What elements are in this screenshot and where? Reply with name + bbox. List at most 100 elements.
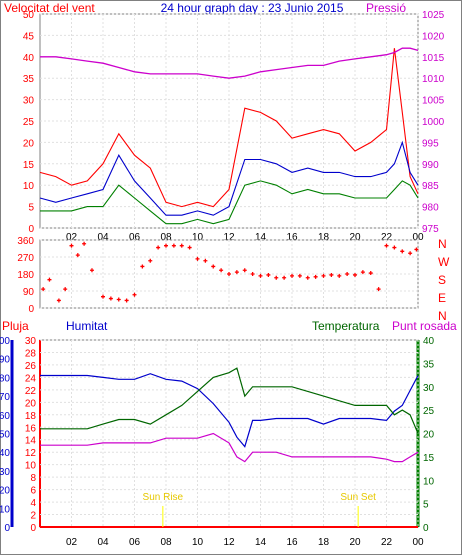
direction-point bbox=[376, 287, 381, 292]
direction-point bbox=[282, 275, 287, 280]
wind-tick-label: 0 bbox=[28, 224, 34, 235]
temperature-tick-label: 10 bbox=[423, 476, 435, 487]
sun-event-label: Sun Rise bbox=[143, 492, 184, 503]
humidity-x-tick-label: 06 bbox=[129, 537, 141, 548]
direction-point bbox=[140, 264, 145, 269]
wind-speed-label: Velocitat del vent bbox=[4, 1, 95, 15]
rain-tick-label: 24 bbox=[25, 373, 37, 384]
humidity-tick-label: 50 bbox=[0, 430, 10, 441]
rain-tick-label: 0 bbox=[30, 523, 36, 534]
rain-tick-label: 18 bbox=[25, 411, 37, 422]
direction-point bbox=[187, 245, 192, 250]
direction-point bbox=[179, 243, 184, 248]
wind-x-tick-label: 20 bbox=[349, 232, 361, 243]
humidity-x-tick-label: 10 bbox=[192, 537, 204, 548]
wind-x-tick-label: 00 bbox=[412, 232, 424, 243]
wind-x-tick-label: 14 bbox=[255, 232, 267, 243]
temperature-tick-label: 35 bbox=[423, 359, 435, 370]
direction-point bbox=[69, 243, 74, 248]
dewpoint-series bbox=[40, 432, 419, 463]
direction-point bbox=[321, 273, 326, 278]
direction-point bbox=[164, 243, 168, 248]
temperature-tick-label: 5 bbox=[423, 500, 429, 511]
direction-point bbox=[148, 258, 153, 263]
temperature-tick-label: 15 bbox=[423, 453, 435, 464]
pressure-tick-label: 1015 bbox=[422, 53, 445, 64]
humidity-label: Humitat bbox=[66, 319, 108, 333]
temperature-tick-label: 40 bbox=[423, 336, 435, 347]
wind-tick-label: 5 bbox=[28, 203, 34, 214]
humidity-tick-label: 90 bbox=[0, 355, 10, 366]
cardinal-label: N bbox=[438, 309, 447, 323]
direction-point bbox=[56, 298, 61, 303]
direction-point bbox=[47, 277, 52, 282]
cardinal-label: W bbox=[438, 255, 450, 269]
direction-point bbox=[274, 275, 279, 280]
wind-tick-label: 40 bbox=[23, 53, 35, 64]
wind-x-tick-label: 18 bbox=[318, 232, 330, 243]
sun-event-label: Sun Set bbox=[340, 492, 376, 503]
direction-tick-label: 360 bbox=[17, 236, 34, 247]
humidity-tick-label: 100 bbox=[0, 336, 10, 347]
cardinal-label: N bbox=[438, 237, 447, 251]
direction-point bbox=[156, 245, 161, 250]
direction-point bbox=[368, 271, 373, 276]
wind-tick-label: 25 bbox=[23, 117, 35, 128]
direction-point bbox=[400, 249, 405, 254]
temperature-tick-label: 30 bbox=[423, 383, 435, 394]
temperature-series bbox=[40, 367, 419, 434]
direction-point bbox=[108, 296, 113, 301]
rain-tick-label: 26 bbox=[25, 361, 37, 372]
pressure-label: Pressió bbox=[366, 1, 406, 15]
humidity-tick-label: 30 bbox=[0, 467, 10, 478]
humidity-x-tick-label: 02 bbox=[66, 537, 78, 548]
rain-tick-label: 12 bbox=[25, 448, 37, 459]
direction-point bbox=[195, 256, 200, 261]
cardinal-label: S bbox=[438, 273, 446, 287]
pressure-tick-label: 980 bbox=[422, 203, 439, 214]
humidity-x-tick-label: 14 bbox=[255, 537, 267, 548]
direction-point bbox=[116, 297, 121, 302]
rain-tick-label: 30 bbox=[25, 336, 37, 347]
rain-tick-label: 14 bbox=[25, 436, 37, 447]
humidity-x-tick-label: 20 bbox=[349, 537, 361, 548]
direction-point bbox=[75, 253, 80, 258]
wind-tick-label: 30 bbox=[23, 96, 35, 107]
direction-point bbox=[337, 273, 342, 278]
rain-tick-label: 8 bbox=[30, 473, 36, 484]
direction-tick-label: 90 bbox=[23, 287, 35, 298]
direction-point bbox=[258, 273, 263, 278]
humidity-tick-label: 10 bbox=[0, 504, 10, 515]
rain-tick-label: 22 bbox=[25, 386, 37, 397]
wind-average-series bbox=[39, 140, 419, 216]
direction-point bbox=[266, 272, 271, 277]
humidity-x-tick-label: 12 bbox=[223, 537, 235, 548]
direction-point bbox=[408, 251, 413, 256]
wind-tick-label: 15 bbox=[23, 160, 35, 171]
direction-point bbox=[171, 243, 176, 248]
wind-tick-label: 20 bbox=[23, 138, 35, 149]
pressure-tick-label: 985 bbox=[422, 181, 439, 192]
pressure-tick-label: 1020 bbox=[422, 31, 445, 42]
pressure-tick-label: 990 bbox=[422, 160, 439, 171]
rain-tick-label: 20 bbox=[25, 398, 37, 409]
temperature-tick-label: 20 bbox=[423, 430, 435, 441]
direction-point bbox=[132, 292, 137, 297]
wind-x-tick-label: 06 bbox=[129, 232, 141, 243]
wind-x-tick-label: 02 bbox=[66, 232, 78, 243]
direction-tick-label: 0 bbox=[28, 304, 34, 315]
direction-point bbox=[234, 270, 239, 275]
humidity-tick-label: 60 bbox=[0, 411, 10, 422]
pressure-series bbox=[40, 47, 419, 79]
pressure-tick-label: 1005 bbox=[422, 96, 445, 107]
humidity-tick-label: 0 bbox=[4, 523, 10, 534]
wind-x-tick-label: 16 bbox=[286, 232, 298, 243]
direction-point bbox=[89, 268, 94, 273]
direction-point bbox=[242, 268, 247, 273]
rain-tick-label: 4 bbox=[30, 498, 36, 509]
direction-point bbox=[345, 272, 350, 276]
wind-x-tick-label: 08 bbox=[160, 232, 172, 243]
direction-point bbox=[82, 241, 87, 246]
direction-point bbox=[329, 272, 334, 277]
